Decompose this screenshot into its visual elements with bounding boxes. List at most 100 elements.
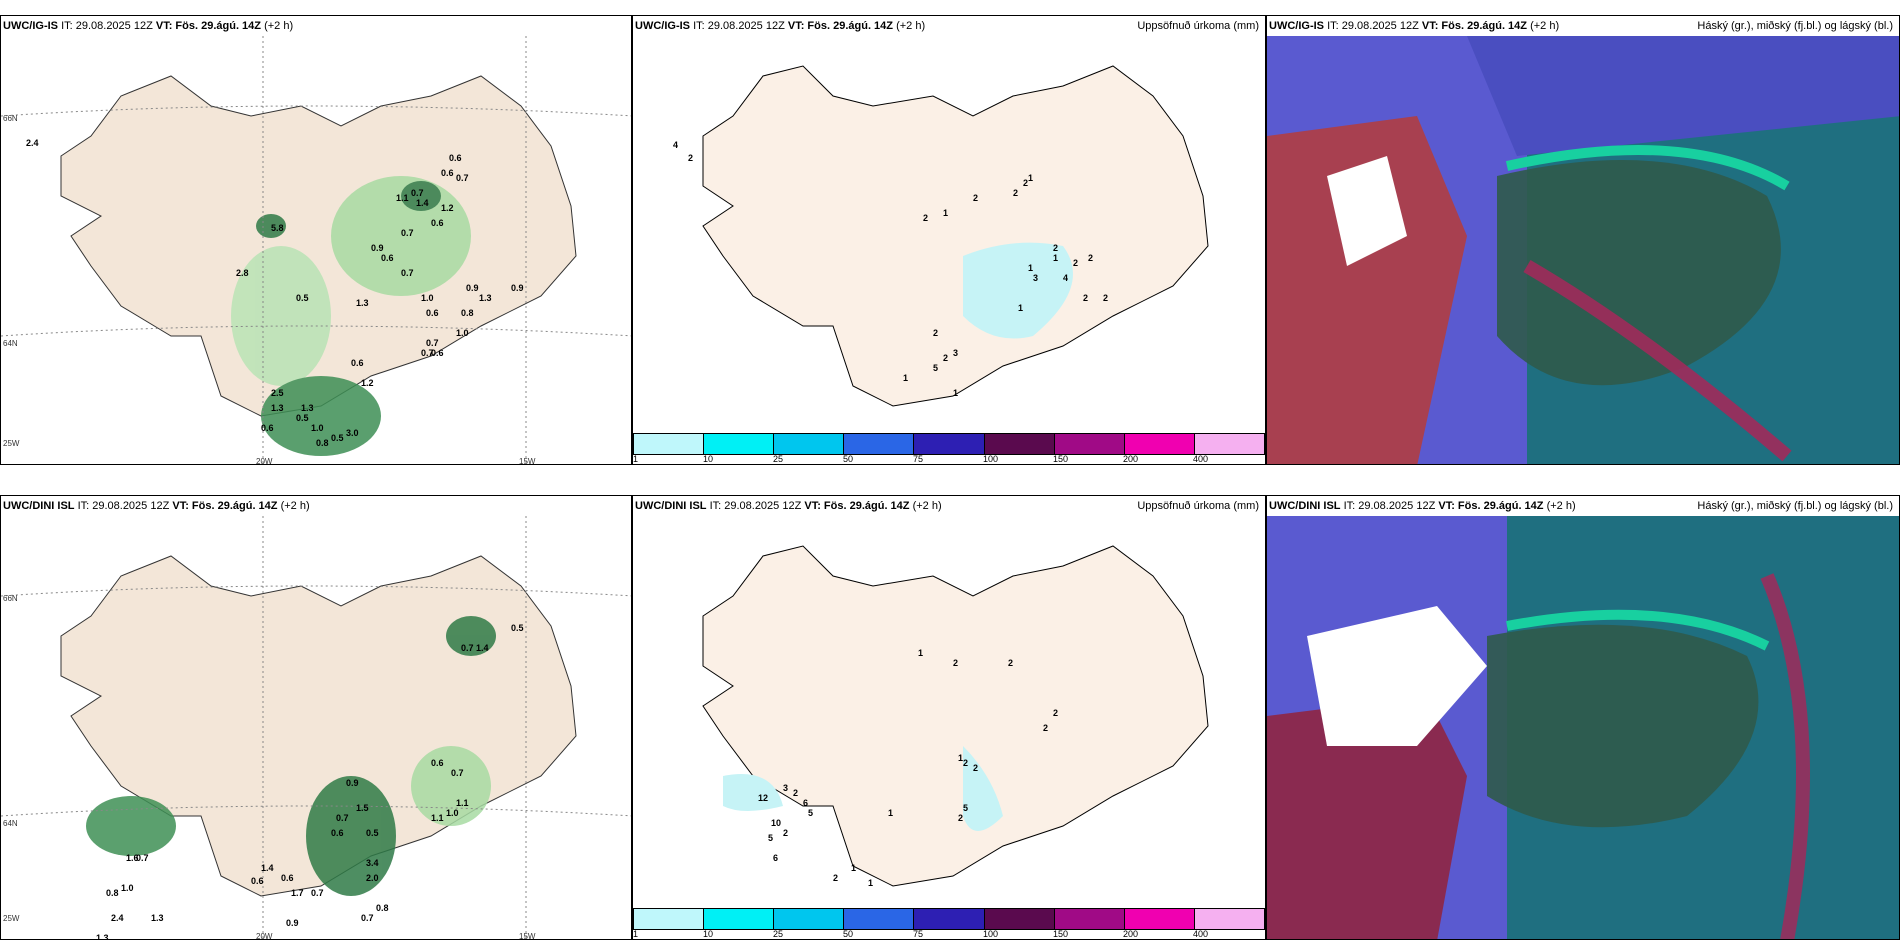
- value-label: 0.7: [311, 888, 324, 898]
- value-label: 2.8: [236, 268, 249, 278]
- panel-header: UWC/DINI ISL IT: 29.08.2025 12Z VT: Fös.…: [3, 500, 310, 512]
- colorbar-swatch: [1124, 909, 1195, 929]
- value-label: 0.5: [331, 433, 344, 443]
- value-label: 2: [833, 873, 838, 883]
- panel-header: UWC/IG-IS IT: 29.08.2025 12Z VT: Fös. 29…: [1269, 20, 1560, 32]
- value-label: 2: [1088, 253, 1093, 263]
- colorbar-label: 1: [633, 454, 639, 464]
- iceland-land: [702, 545, 1209, 887]
- panel-title-right: Háský (gr.), miðský (fj.bl.) og lágský (…: [1697, 20, 1893, 32]
- colorbar-label: 400: [1193, 929, 1209, 939]
- value-label: 1.1: [396, 193, 409, 203]
- value-label: 1.4: [416, 198, 429, 208]
- value-label: 1.1: [456, 798, 469, 808]
- value-label: 1: [1053, 253, 1058, 263]
- cloud-map: [1267, 516, 1899, 939]
- colorbar-label: 400: [1193, 454, 1209, 464]
- colorbar-label: 200: [1123, 454, 1139, 464]
- value-label: 0.7: [451, 768, 464, 778]
- value-label: 1.0: [121, 883, 134, 893]
- colorbar-labels: 1 10 25 50 75 100 150 200 400: [633, 929, 1263, 939]
- precip-shading: [86, 616, 496, 896]
- colorbar-labels: 1 10 25 50 75 100 150 200 400: [633, 454, 1263, 464]
- colorbar-swatch: [1194, 434, 1264, 454]
- accum-shading: [963, 242, 1073, 339]
- value-label: 1: [851, 863, 856, 873]
- panel-title-right: Háský (gr.), miðský (fj.bl.) og lágský (…: [1697, 500, 1893, 512]
- value-label: 4: [673, 140, 678, 150]
- colorbar-label: 10: [703, 454, 714, 464]
- value-label: 1.0: [421, 293, 434, 303]
- value-label: 0.5: [511, 623, 524, 633]
- value-label: 5: [808, 808, 813, 818]
- value-label: 2.0: [366, 873, 379, 883]
- value-label: 1.0: [456, 328, 469, 338]
- colorbar: [633, 433, 1265, 455]
- value-label: 1.1: [431, 813, 444, 823]
- colorbar-swatch: [844, 909, 915, 929]
- lon-label-25w: 25W: [3, 914, 20, 923]
- value-label: 0.7: [421, 348, 434, 358]
- value-label: 3: [1033, 273, 1038, 283]
- value-label: 2.4: [26, 138, 39, 148]
- value-label: 0.6: [431, 758, 444, 768]
- grid-lines: [1, 36, 631, 464]
- cloud-map: [1267, 36, 1899, 464]
- colorbar-swatch: [704, 909, 775, 929]
- value-label: 2.4: [111, 913, 124, 923]
- value-label: 0.6: [381, 253, 394, 263]
- value-label: 10: [771, 818, 781, 828]
- colorbar-swatch: [774, 909, 845, 929]
- colorbar-label: 150: [1053, 929, 1069, 939]
- colorbar-label: 50: [843, 929, 854, 939]
- value-label: 0.6: [426, 308, 439, 318]
- value-label: 1: [1028, 263, 1033, 273]
- value-label: 0.7: [456, 173, 469, 183]
- colorbar-swatch: [704, 434, 775, 454]
- value-label: 1.3: [271, 403, 284, 413]
- value-label: 5.8: [271, 223, 284, 233]
- value-label: 1.0: [446, 808, 459, 818]
- value-label: 1.3: [479, 293, 492, 303]
- value-label: 1.4: [261, 863, 274, 873]
- panel-title-right: Uppsöfnuð úrkoma (mm): [1137, 500, 1259, 512]
- value-label: 2: [953, 658, 958, 668]
- precip-values: 0.50.7 1.40.60.71.11.1 1.00.91.50.70.6 0.53…: [96, 623, 524, 939]
- colorbar-swatch: [844, 434, 915, 454]
- value-label: 1: [953, 388, 958, 398]
- grid-lines: [1, 516, 631, 939]
- colorbar-label: 50: [843, 454, 854, 464]
- value-label: 1.0: [311, 423, 324, 433]
- colorbar-label: 200: [1123, 929, 1139, 939]
- colorbar-swatch: [1124, 434, 1195, 454]
- panel-header: UWC/IG-IS IT: 29.08.2025 12Z VT: Fös. 29…: [3, 20, 294, 32]
- value-label: 0.5: [296, 293, 309, 303]
- value-label: 0.8: [106, 888, 119, 898]
- value-label: 2: [1103, 293, 1108, 303]
- value-label: 1.6: [126, 853, 139, 863]
- value-label: 2.5: [271, 388, 284, 398]
- value-label: 2: [963, 758, 968, 768]
- value-label: 6: [803, 798, 808, 808]
- value-label: 2: [1013, 188, 1018, 198]
- value-label: 0.9: [371, 243, 384, 253]
- colorbar-label: 10: [703, 929, 714, 939]
- value-label: 5: [933, 363, 938, 373]
- value-label: 0.6: [431, 348, 444, 358]
- value-label: 0.6: [441, 168, 454, 178]
- lon-label-20w: 20W: [256, 457, 273, 465]
- panel-bottom-left-wind-precip: UWC/DINI ISL IT: 29.08.2025 12Z VT: Fös.…: [0, 495, 632, 940]
- value-label: 1.3: [151, 913, 164, 923]
- colorbar-swatch: [774, 434, 845, 454]
- value-label: 2: [688, 153, 693, 163]
- lat-label-66n: 66N: [3, 594, 18, 603]
- colorbar-swatch: [634, 434, 705, 454]
- colorbar-label: 100: [983, 454, 999, 464]
- value-label: 0.7: [401, 228, 414, 238]
- colorbar-swatch: [984, 434, 1055, 454]
- iceland-land: [60, 75, 577, 417]
- value-label: 1: [958, 753, 963, 763]
- value-label: 1.2: [441, 203, 454, 213]
